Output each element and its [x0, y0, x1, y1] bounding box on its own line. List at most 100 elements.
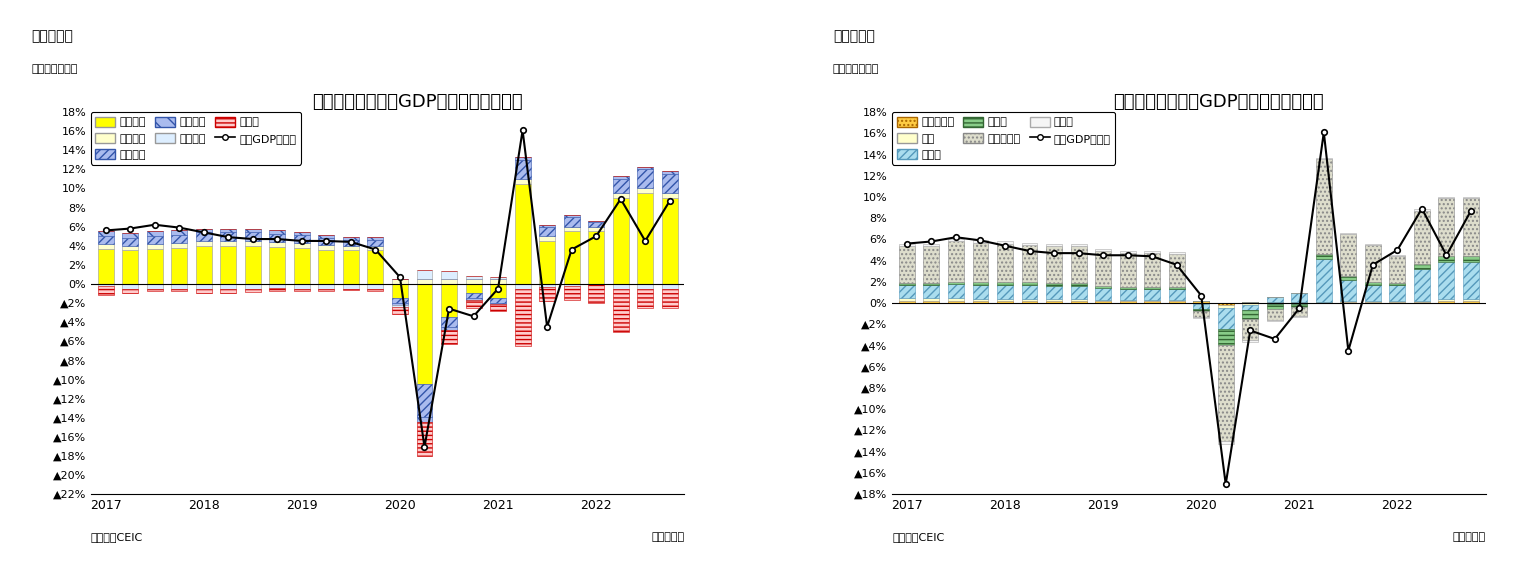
- Bar: [1364, 301, 1381, 302]
- Bar: [540, 241, 555, 284]
- Text: （図表２）: （図表２）: [832, 30, 875, 44]
- Bar: [123, 288, 138, 293]
- Bar: [294, 284, 309, 288]
- Bar: [948, 298, 964, 301]
- Bar: [1070, 301, 1087, 303]
- Bar: [637, 288, 653, 307]
- Bar: [465, 300, 482, 307]
- Bar: [490, 277, 506, 279]
- Bar: [147, 236, 162, 244]
- Bar: [171, 243, 186, 247]
- Bar: [1292, 316, 1307, 317]
- Bar: [612, 288, 629, 332]
- Bar: [1292, 307, 1307, 316]
- Legend: 民間消費, 政府消費, 民間投資, 公共投資, 在庫変動, 結輸出, 実質GDP成長率: 民間消費, 政府消費, 民間投資, 公共投資, 在庫変動, 結輸出, 実質GDP…: [91, 112, 302, 164]
- Bar: [246, 284, 261, 288]
- Bar: [220, 284, 236, 288]
- Bar: [1439, 298, 1454, 301]
- Bar: [343, 246, 359, 250]
- Bar: [662, 171, 678, 174]
- Bar: [147, 231, 162, 236]
- Bar: [1070, 243, 1087, 246]
- Bar: [367, 250, 384, 284]
- Bar: [1267, 297, 1283, 302]
- Title: マレーシアの実質GDP成長率（供給側）: マレーシアの実質GDP成長率（供給側）: [1113, 93, 1323, 111]
- Bar: [123, 238, 138, 246]
- Bar: [662, 193, 678, 198]
- Bar: [1364, 243, 1381, 245]
- Bar: [1193, 309, 1210, 311]
- Bar: [171, 284, 186, 288]
- Bar: [1414, 301, 1430, 302]
- Bar: [948, 284, 964, 298]
- Bar: [1145, 301, 1160, 303]
- Bar: [972, 242, 988, 282]
- Text: （四半期）: （四半期）: [652, 532, 684, 542]
- Bar: [441, 279, 456, 284]
- Bar: [97, 249, 114, 284]
- Bar: [564, 231, 579, 284]
- Bar: [417, 384, 432, 417]
- Bar: [270, 288, 285, 291]
- Legend: 農林水産業, 鉱業, 製造業, 建設業, サービス業, その他, 実質GDP成長率: 農林水産業, 鉱業, 製造業, 建設業, サービス業, その他, 実質GDP成長…: [893, 112, 1116, 164]
- Bar: [490, 284, 506, 298]
- Bar: [1390, 302, 1405, 303]
- Bar: [318, 245, 335, 250]
- Bar: [417, 417, 432, 422]
- Bar: [1316, 260, 1331, 302]
- Bar: [294, 247, 309, 284]
- Text: （図表１）: （図表１）: [32, 30, 73, 44]
- Bar: [1217, 305, 1234, 308]
- Bar: [441, 330, 456, 344]
- Bar: [1340, 234, 1357, 277]
- Bar: [588, 227, 605, 231]
- Bar: [1463, 256, 1480, 261]
- Bar: [1120, 251, 1135, 253]
- Bar: [1193, 304, 1210, 309]
- Bar: [899, 285, 914, 298]
- Bar: [343, 288, 359, 289]
- Bar: [1046, 298, 1063, 301]
- Bar: [465, 284, 482, 293]
- Bar: [1292, 302, 1307, 303]
- Bar: [540, 225, 555, 227]
- Bar: [318, 288, 335, 291]
- Bar: [948, 282, 964, 284]
- Bar: [196, 284, 212, 288]
- Bar: [270, 247, 285, 284]
- Bar: [637, 167, 653, 169]
- Bar: [948, 301, 964, 303]
- Bar: [588, 231, 605, 284]
- Bar: [1169, 300, 1184, 301]
- Bar: [1439, 261, 1454, 298]
- Bar: [1439, 301, 1454, 303]
- Bar: [923, 246, 940, 283]
- Bar: [588, 221, 605, 222]
- Bar: [998, 241, 1013, 243]
- Bar: [441, 318, 456, 327]
- Bar: [294, 235, 309, 243]
- Bar: [1242, 319, 1258, 340]
- Bar: [514, 288, 531, 346]
- Bar: [1390, 283, 1405, 285]
- Bar: [514, 184, 531, 284]
- Bar: [465, 276, 482, 279]
- Bar: [972, 298, 988, 301]
- Bar: [318, 238, 335, 245]
- Bar: [1022, 242, 1037, 245]
- Bar: [367, 240, 384, 246]
- Bar: [246, 232, 261, 241]
- Bar: [612, 198, 629, 284]
- Bar: [1193, 317, 1210, 318]
- Bar: [1217, 346, 1234, 441]
- Bar: [220, 232, 236, 241]
- Bar: [465, 279, 482, 284]
- Bar: [171, 231, 186, 235]
- Bar: [220, 288, 236, 293]
- Bar: [612, 284, 629, 288]
- Bar: [343, 250, 359, 284]
- Bar: [1169, 289, 1184, 300]
- Bar: [948, 241, 964, 282]
- Bar: [972, 241, 988, 242]
- Bar: [662, 174, 678, 193]
